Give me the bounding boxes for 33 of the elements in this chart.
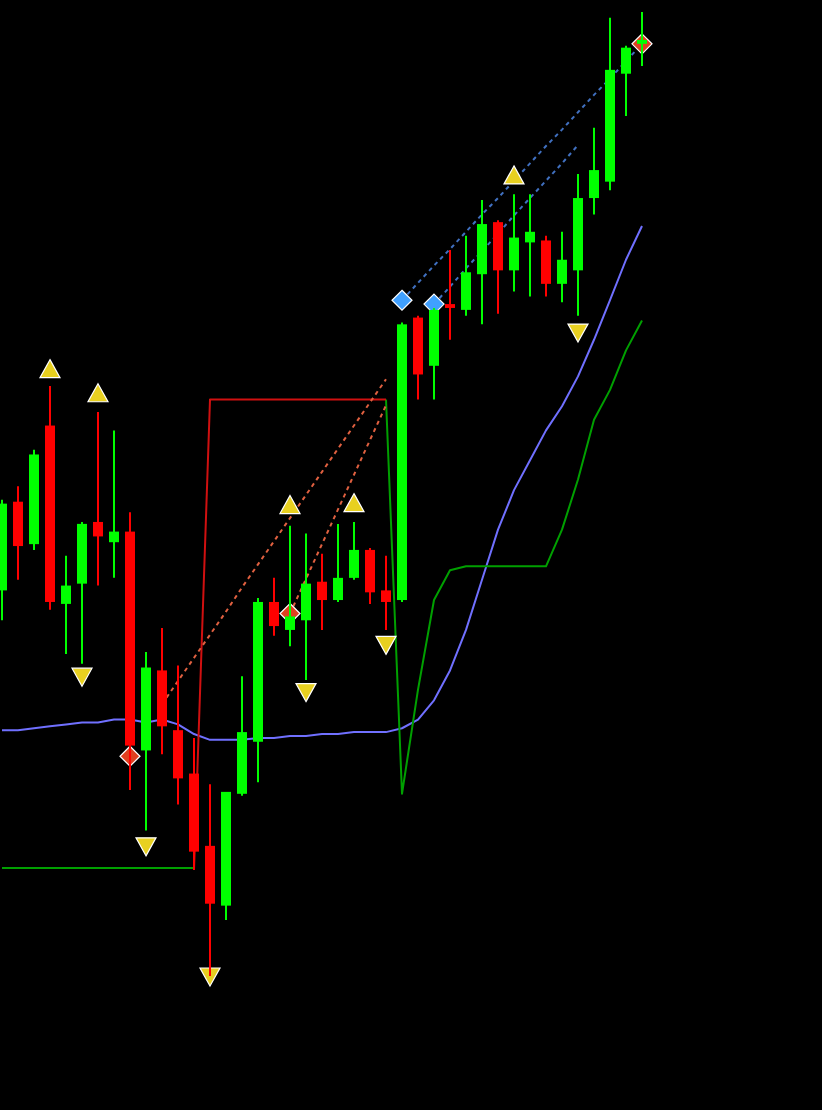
- candlestick: [445, 249, 455, 341]
- candlestick: [365, 546, 375, 605]
- candlestick: [621, 44, 631, 118]
- candlestick: [525, 193, 535, 298]
- point: [199, 967, 221, 987]
- candlestick: [381, 554, 391, 631]
- candlestick: [93, 411, 103, 587]
- point: [39, 359, 61, 379]
- point: [503, 165, 525, 185]
- candlestick: [109, 429, 119, 579]
- point: [343, 493, 365, 513]
- candlestick: [269, 576, 279, 637]
- candlestick: [317, 552, 327, 631]
- candlestick: [13, 485, 23, 581]
- candlestick: [349, 520, 359, 581]
- candlestick: [589, 126, 599, 216]
- candlestick: [61, 554, 71, 656]
- point: [87, 383, 109, 403]
- candlestick: [541, 234, 551, 298]
- point: [567, 323, 589, 343]
- candlestick: [461, 234, 471, 317]
- point: [295, 683, 317, 703]
- candlestick: [301, 532, 311, 682]
- candlestick: [509, 193, 519, 293]
- point: [279, 494, 301, 515]
- candlestick: [637, 11, 647, 67]
- candlestick: [285, 524, 295, 648]
- candlestick: [333, 522, 343, 603]
- point: [375, 635, 397, 655]
- candlestick: [557, 230, 567, 304]
- point: [391, 289, 413, 311]
- point: [135, 837, 157, 857]
- point: [71, 667, 93, 687]
